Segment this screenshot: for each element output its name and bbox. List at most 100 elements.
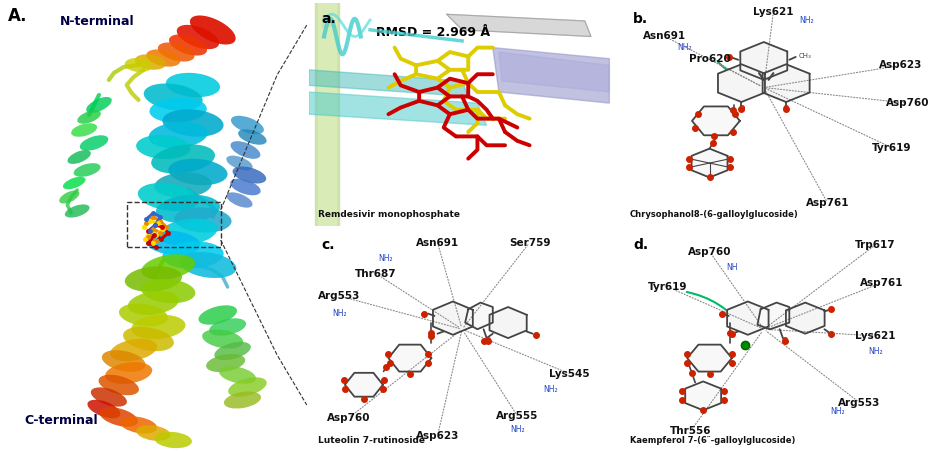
Ellipse shape bbox=[177, 25, 219, 49]
Ellipse shape bbox=[135, 54, 166, 70]
Ellipse shape bbox=[179, 252, 236, 278]
Polygon shape bbox=[763, 64, 810, 102]
Ellipse shape bbox=[123, 327, 174, 351]
Text: Tyr619: Tyr619 bbox=[649, 282, 688, 292]
Ellipse shape bbox=[149, 97, 207, 122]
Ellipse shape bbox=[102, 350, 145, 372]
Polygon shape bbox=[685, 381, 721, 410]
Ellipse shape bbox=[143, 83, 203, 111]
Ellipse shape bbox=[219, 366, 256, 384]
Text: Asn691: Asn691 bbox=[643, 31, 686, 41]
Ellipse shape bbox=[142, 254, 195, 280]
Text: NH₂: NH₂ bbox=[868, 347, 883, 356]
Ellipse shape bbox=[159, 218, 217, 246]
Polygon shape bbox=[433, 302, 473, 335]
Ellipse shape bbox=[110, 339, 157, 361]
Ellipse shape bbox=[99, 407, 138, 427]
Text: Luteolin 7-rutinoside: Luteolin 7-rutinoside bbox=[318, 436, 425, 445]
Ellipse shape bbox=[227, 192, 253, 207]
Ellipse shape bbox=[65, 204, 90, 217]
Text: NH₂: NH₂ bbox=[830, 407, 845, 416]
Ellipse shape bbox=[91, 387, 126, 407]
Polygon shape bbox=[692, 149, 728, 177]
Text: Arg553: Arg553 bbox=[318, 291, 361, 301]
Text: Trp617: Trp617 bbox=[855, 240, 896, 250]
Ellipse shape bbox=[155, 172, 211, 197]
Text: Asn691: Asn691 bbox=[416, 238, 459, 248]
Text: NH₂: NH₂ bbox=[379, 254, 393, 263]
Ellipse shape bbox=[231, 116, 264, 134]
Ellipse shape bbox=[224, 391, 261, 409]
Ellipse shape bbox=[148, 122, 208, 148]
Text: d.: d. bbox=[633, 238, 649, 252]
Text: Tyr619: Tyr619 bbox=[871, 142, 911, 152]
Text: Kaempferol 7-(6″-galloylglucoside): Kaempferol 7-(6″-galloylglucoside) bbox=[630, 436, 795, 445]
Ellipse shape bbox=[59, 191, 79, 203]
Text: Lys621: Lys621 bbox=[855, 331, 896, 341]
Bar bbox=[126, 202, 221, 247]
Polygon shape bbox=[786, 303, 825, 334]
Text: N-terminal: N-terminal bbox=[59, 15, 134, 28]
Ellipse shape bbox=[127, 291, 179, 315]
Ellipse shape bbox=[202, 329, 244, 349]
Ellipse shape bbox=[206, 354, 245, 372]
Text: Arg553: Arg553 bbox=[838, 398, 881, 408]
Polygon shape bbox=[447, 14, 591, 36]
Text: Asp760: Asp760 bbox=[688, 247, 732, 257]
Ellipse shape bbox=[120, 416, 157, 434]
Ellipse shape bbox=[141, 279, 195, 303]
Ellipse shape bbox=[88, 400, 121, 418]
Text: C-terminal: C-terminal bbox=[25, 414, 98, 427]
Text: Asp760: Asp760 bbox=[885, 98, 929, 108]
Ellipse shape bbox=[125, 266, 182, 292]
Text: CH₃: CH₃ bbox=[799, 53, 812, 59]
Ellipse shape bbox=[119, 303, 168, 326]
Ellipse shape bbox=[98, 375, 139, 395]
Text: O: O bbox=[782, 337, 788, 346]
Polygon shape bbox=[389, 344, 431, 372]
Ellipse shape bbox=[146, 50, 180, 66]
Polygon shape bbox=[490, 307, 527, 338]
Ellipse shape bbox=[162, 242, 224, 268]
Ellipse shape bbox=[63, 177, 86, 189]
Ellipse shape bbox=[169, 35, 207, 56]
Polygon shape bbox=[465, 303, 493, 329]
Text: O: O bbox=[783, 105, 789, 114]
Polygon shape bbox=[498, 52, 610, 92]
Ellipse shape bbox=[210, 318, 246, 336]
Ellipse shape bbox=[227, 156, 253, 170]
Text: Thr687: Thr687 bbox=[355, 269, 397, 279]
Text: Asp761: Asp761 bbox=[860, 278, 903, 288]
Text: O: O bbox=[738, 105, 745, 114]
Text: RMSD = 2.969 Å: RMSD = 2.969 Å bbox=[376, 25, 490, 39]
Ellipse shape bbox=[74, 163, 101, 177]
Text: NH₂: NH₂ bbox=[510, 425, 525, 434]
Ellipse shape bbox=[228, 377, 266, 397]
Ellipse shape bbox=[162, 109, 224, 136]
Polygon shape bbox=[740, 42, 787, 80]
Polygon shape bbox=[309, 70, 468, 96]
Text: Asp623: Asp623 bbox=[416, 431, 459, 441]
Ellipse shape bbox=[168, 159, 228, 185]
Ellipse shape bbox=[156, 195, 220, 223]
Text: NH: NH bbox=[726, 263, 737, 272]
Ellipse shape bbox=[214, 342, 251, 360]
Text: Thr556: Thr556 bbox=[669, 426, 711, 436]
Text: Remdesivir monophosphate: Remdesivir monophosphate bbox=[318, 210, 460, 218]
Text: a.: a. bbox=[321, 12, 336, 26]
Text: NH₂: NH₂ bbox=[678, 43, 692, 52]
Ellipse shape bbox=[230, 141, 261, 159]
Text: Chrysophanol8-(6-galloylglucoside): Chrysophanol8-(6-galloylglucoside) bbox=[630, 210, 799, 218]
Text: NH₂: NH₂ bbox=[332, 309, 346, 318]
Ellipse shape bbox=[175, 207, 231, 233]
Text: A.: A. bbox=[8, 7, 27, 25]
Polygon shape bbox=[687, 344, 732, 372]
Ellipse shape bbox=[138, 183, 198, 211]
Ellipse shape bbox=[86, 97, 111, 113]
Ellipse shape bbox=[146, 231, 200, 255]
Text: Asp761: Asp761 bbox=[806, 198, 850, 208]
Ellipse shape bbox=[198, 305, 237, 325]
Ellipse shape bbox=[77, 110, 101, 124]
Ellipse shape bbox=[158, 42, 194, 61]
Text: NH₂: NH₂ bbox=[544, 384, 558, 394]
